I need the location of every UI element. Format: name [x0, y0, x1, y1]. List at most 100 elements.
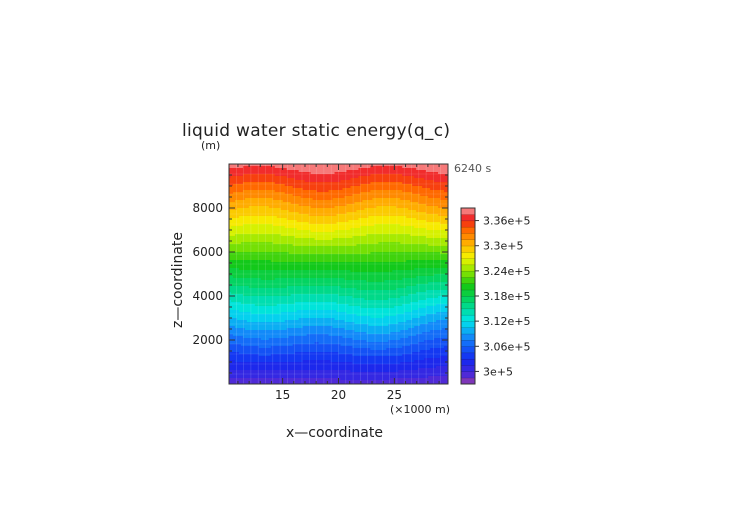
heatmap-cell [342, 164, 345, 167]
heatmap-cell [250, 200, 254, 203]
heatmap-cell [354, 198, 357, 201]
heatmap-cell [294, 172, 298, 175]
heatmap-cell [238, 204, 242, 207]
heatmap-cell [372, 204, 375, 207]
heatmap-cell [244, 172, 248, 175]
heatmap-cell [336, 200, 339, 203]
heatmap-cell [428, 206, 431, 209]
heatmap-cell [300, 186, 304, 189]
heatmap-cell [380, 200, 383, 203]
heatmap-cell [440, 184, 443, 187]
heatmap-cell [316, 164, 319, 167]
heatmap-cell [262, 168, 266, 171]
heatmap-cell [408, 206, 411, 209]
heatmap-cell [430, 172, 433, 175]
heatmap-cell [286, 170, 290, 173]
heatmap-cell [246, 180, 250, 183]
heatmap-cell [304, 208, 308, 211]
heatmap-cell [370, 180, 373, 183]
heatmap-cell [352, 178, 355, 181]
heatmap-cell [416, 182, 419, 185]
heatmap-cell [422, 166, 425, 169]
heatmap-cell [364, 204, 367, 207]
heatmap-cell [258, 186, 262, 189]
heatmap-cell [426, 184, 429, 187]
heatmap-cell [402, 166, 405, 169]
heatmap-cell [376, 198, 379, 201]
heatmap-cell [242, 178, 246, 181]
heatmap-cell [312, 196, 316, 199]
heatmap-cell [422, 176, 425, 179]
heatmap-cell [240, 184, 244, 187]
heatmap-cell [262, 180, 266, 183]
heatmap-cell [284, 206, 288, 209]
heatmap-cell [270, 176, 274, 179]
heatmap-cell [350, 198, 353, 201]
heatmap-cell [308, 204, 312, 207]
heatmap-cell [268, 184, 272, 187]
heatmap-cell [360, 164, 363, 167]
heatmap-cell [238, 208, 242, 211]
heatmap-cell [284, 168, 288, 171]
heatmap-cell [240, 198, 244, 201]
heatmap-cell [284, 192, 288, 195]
heatmap-cell [238, 206, 242, 209]
heatmap-cell [300, 180, 304, 183]
heatmap-cell [410, 186, 413, 189]
heatmap-cell [408, 200, 411, 203]
heatmap-cell [252, 198, 256, 201]
heatmap-cell [314, 202, 317, 205]
heatmap-cell [290, 208, 294, 211]
heatmap-cell [436, 188, 439, 191]
heatmap-cell [372, 200, 375, 203]
heatmap-cell [406, 188, 409, 191]
heatmap-cell [330, 204, 333, 207]
heatmap-cell [430, 184, 433, 187]
heatmap-cell [412, 178, 415, 181]
heatmap-cell [396, 180, 399, 183]
heatmap-cell [300, 196, 304, 199]
heatmap-cell [356, 164, 359, 167]
heatmap-cell [232, 194, 236, 197]
heatmap-cell [230, 192, 234, 195]
heatmap-cell [340, 202, 343, 205]
heatmap-cell [350, 164, 353, 167]
heatmap-cell [232, 184, 236, 187]
heatmap-cell [316, 190, 319, 193]
heatmap-cell [238, 194, 242, 197]
heatmap-cell [258, 170, 262, 173]
heatmap-cell [229, 180, 232, 183]
heatmap-cell [254, 200, 258, 203]
heatmap-cell [338, 184, 341, 187]
heatmap-cell [274, 200, 278, 203]
heatmap-cell [282, 194, 286, 197]
heatmap-cell [406, 172, 409, 175]
heatmap-cell [324, 208, 327, 211]
heatmap-cell [248, 200, 252, 203]
heatmap-cell [276, 174, 280, 177]
heatmap-cell [396, 200, 399, 203]
heatmap-cell [308, 194, 312, 197]
heatmap-cell [229, 182, 232, 185]
heatmap-cell [368, 204, 371, 207]
heatmap-cell [332, 206, 335, 209]
heatmap-cell [384, 200, 387, 203]
heatmap-cell [368, 200, 371, 203]
heatmap-cell [414, 164, 417, 167]
heatmap-cell [276, 176, 280, 179]
heatmap-cell [292, 198, 296, 201]
heatmap-cell [362, 188, 365, 191]
heatmap-cell [316, 200, 319, 203]
heatmap-cell [318, 184, 321, 187]
heatmap-cell [386, 172, 389, 175]
heatmap-cell [232, 164, 236, 167]
heatmap-cell [328, 186, 331, 189]
heatmap-cell [412, 166, 415, 169]
heatmap-cell [418, 174, 421, 177]
heatmap-cell [440, 166, 443, 169]
heatmap-cell [364, 180, 367, 183]
heatmap-cell [252, 208, 256, 211]
heatmap-cell [374, 196, 377, 199]
heatmap-cell [374, 208, 377, 211]
heatmap-cell [324, 198, 327, 201]
